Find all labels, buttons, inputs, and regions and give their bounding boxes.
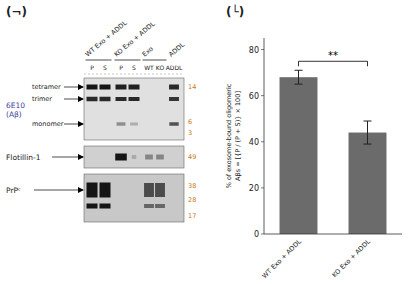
- band: [130, 123, 138, 126]
- y-tick-label: 20: [249, 184, 259, 193]
- error-bar: [364, 121, 372, 144]
- row-label: trimer: [32, 95, 52, 103]
- bar-marks: [280, 70, 387, 234]
- band: [129, 97, 140, 101]
- bar: [280, 77, 318, 234]
- group-underline: [115, 60, 141, 61]
- blot-panel: (¬)WT Exo + ADDLKO Exo + ADDLExoADDLPSPS…: [6, 5, 196, 222]
- band: [156, 155, 164, 160]
- group-underline: [86, 60, 112, 61]
- y-tick-label: 60: [249, 92, 259, 101]
- band: [87, 85, 98, 90]
- mw-label: 38: [188, 182, 196, 190]
- y-tick-label: 40: [249, 138, 259, 147]
- row-label: PrPᶜ: [6, 186, 21, 195]
- band: [144, 183, 154, 197]
- significance-bracket: [299, 61, 368, 66]
- mw-label: 14: [188, 83, 196, 91]
- bar: [349, 133, 387, 234]
- group-underline: [143, 60, 167, 61]
- lane-label: S: [132, 64, 136, 71]
- row-label: monomer: [32, 120, 64, 128]
- mw-label: 3: [188, 129, 192, 137]
- band: [144, 204, 154, 208]
- error-bar: [295, 70, 303, 84]
- x-tick-label: KO Exo + ADDL: [331, 237, 373, 279]
- arrow: [64, 99, 83, 100]
- band: [145, 155, 153, 160]
- band: [100, 204, 111, 209]
- band: [155, 204, 165, 208]
- blot-box: [84, 78, 184, 140]
- band: [116, 85, 127, 90]
- row-label: tetramer: [32, 83, 61, 91]
- x-axis: [264, 234, 402, 235]
- band: [100, 183, 111, 198]
- band: [87, 204, 98, 209]
- band: [115, 154, 127, 161]
- lane-divider: [84, 74, 184, 75]
- y-tick: [261, 141, 264, 142]
- y-tick-label: 0: [254, 230, 259, 239]
- row-label: 6E10(Aβ): [6, 101, 25, 119]
- band: [116, 97, 127, 101]
- error-cap: [364, 144, 372, 145]
- band: [155, 183, 165, 197]
- chart-root: (¬)WT Exo + ADDLKO Exo + ADDLExoADDLPSPS…: [0, 0, 411, 284]
- page: {"chart_data": [ {"type": "blot", "title…: [0, 0, 411, 284]
- mw-label: 28: [188, 196, 196, 204]
- band: [129, 85, 140, 90]
- y-tick-label: 80: [249, 46, 259, 55]
- arrow: [52, 157, 83, 158]
- text-line: % of exosome-bound oligomeric: [225, 83, 233, 188]
- error-line: [298, 70, 299, 84]
- y-tick: [261, 187, 264, 188]
- band: [117, 122, 126, 126]
- error-cap: [364, 121, 372, 122]
- arrow: [34, 190, 83, 191]
- text-line: (Aβ): [6, 110, 22, 119]
- text-line: 6E10: [6, 101, 25, 110]
- group-header: KO Exo + ADDL: [113, 20, 157, 59]
- group-header: ADDL: [167, 41, 186, 59]
- band: [132, 155, 136, 159]
- panel-title: (└): [226, 4, 244, 19]
- blot-box: [84, 146, 184, 168]
- lane-label: P: [119, 64, 123, 71]
- band: [100, 97, 111, 102]
- axis-label: % of exosome-bound oligomericAβs = [{P /…: [225, 83, 242, 188]
- y-axis: [264, 38, 265, 234]
- row-label: Flotillin-1: [6, 153, 41, 162]
- arrow: [64, 87, 83, 88]
- lane-label: KO: [156, 64, 165, 71]
- lane-label: WT: [144, 64, 154, 71]
- lane-label: S: [103, 64, 107, 71]
- band: [87, 97, 98, 102]
- error-cap: [295, 84, 303, 85]
- group-header: Exo: [141, 45, 155, 59]
- text-line: Aβs = [{P / (P + S)} × 100]: [234, 91, 242, 181]
- bar-panel: (└) % of exosome-bound oligomericAβs = [{…: [225, 4, 402, 280]
- y-tick: [261, 95, 264, 96]
- band: [100, 85, 111, 90]
- blot-box: [84, 174, 184, 222]
- lane-label: P: [90, 64, 94, 71]
- mw-label: 6: [188, 118, 192, 126]
- mw-label: 49: [188, 153, 196, 161]
- panel-title: (¬): [6, 5, 27, 19]
- band: [169, 97, 179, 101]
- band: [87, 183, 98, 198]
- error-line: [367, 121, 368, 144]
- x-tick-label: WT Exo + ADDL: [261, 237, 304, 280]
- error-cap: [295, 70, 303, 71]
- band: [169, 85, 179, 90]
- lane-label: ADDL: [166, 64, 183, 71]
- significance-label: **: [328, 50, 338, 61]
- mw-label: 17: [188, 212, 196, 220]
- y-tick: [261, 234, 264, 235]
- y-tick: [261, 49, 264, 50]
- band: [169, 122, 178, 126]
- arrow: [64, 124, 83, 125]
